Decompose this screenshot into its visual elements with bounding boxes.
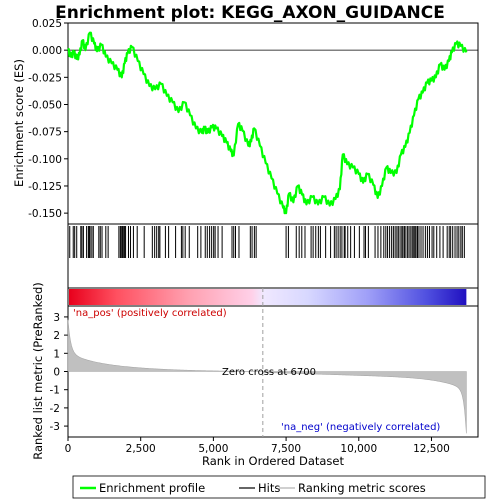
es-y-axis: 0.025 0.000 -0.025 -0.050 -0.075 -0.100 -0.125… — [28, 18, 68, 220]
hits-panel — [67, 223, 479, 289]
es-y-tick-label: -0.125 — [28, 181, 62, 193]
es-y-tick-label: -0.050 — [28, 99, 62, 111]
es-y-tick-label: -0.100 — [28, 154, 62, 166]
legend-metric-label: Ranking metric scores — [298, 481, 426, 495]
legend-hits-label: Hits — [258, 481, 280, 495]
legend-box — [72, 475, 486, 499]
zero-cross-label: Zero cross at 6700 — [222, 367, 316, 378]
ranking-metric-area — [67, 319, 467, 434]
es-y-tick-label: 0.000 — [32, 45, 62, 57]
x-tick-label: 2,500 — [126, 443, 156, 455]
es-y-tick-label: -0.150 — [28, 208, 62, 220]
metric-y-axis-label: Ranked list metric (PreRanked) — [31, 282, 45, 460]
x-tick-label: 12,500 — [413, 443, 450, 455]
x-axis-label: Rank in Ordered Dataset — [202, 454, 345, 468]
x-tick-label: 0 — [65, 443, 72, 455]
x-tick-label: 5,000 — [198, 443, 228, 455]
metric-y-tick-label: 0 — [53, 367, 60, 379]
x-tick-label: 7,500 — [271, 443, 301, 455]
es-y-tick-label: -0.075 — [28, 127, 62, 139]
x-tick-label: 10,000 — [340, 443, 377, 455]
metric-y-axis: 3 2 1 0 -1 -2 -3 — [50, 312, 68, 433]
legend-profile-label: Enrichment profile — [99, 481, 205, 495]
es-y-axis-label: Enrichment score (ES) — [12, 59, 26, 187]
metric-y-tick-label: 2 — [53, 330, 60, 342]
metric-y-tick-label: 1 — [53, 348, 60, 360]
metric-y-tick-label: -3 — [50, 421, 60, 433]
metric-y-tick-label: -2 — [50, 403, 60, 415]
es-y-tick-label: 0.025 — [32, 18, 62, 30]
chart-title: Enrichment plot: KEGG_AXON_GUIDANCE — [55, 3, 445, 23]
pos-correlated-label: 'na_pos' (positively correlated) — [73, 308, 227, 319]
neg-correlated-label: 'na_neg' (negatively correlated) — [281, 422, 440, 433]
hit-markers — [69, 226, 465, 258]
enrichment-profile-line — [67, 31, 468, 215]
metric-y-tick-label: -1 — [50, 385, 60, 397]
x-axis: 0 2,500 5,000 7,500 10,000 12,500 — [65, 437, 450, 455]
metric-y-tick-label: 3 — [53, 312, 60, 324]
es-y-tick-label: -0.025 — [28, 72, 62, 84]
rank-colorbar — [69, 289, 467, 305]
